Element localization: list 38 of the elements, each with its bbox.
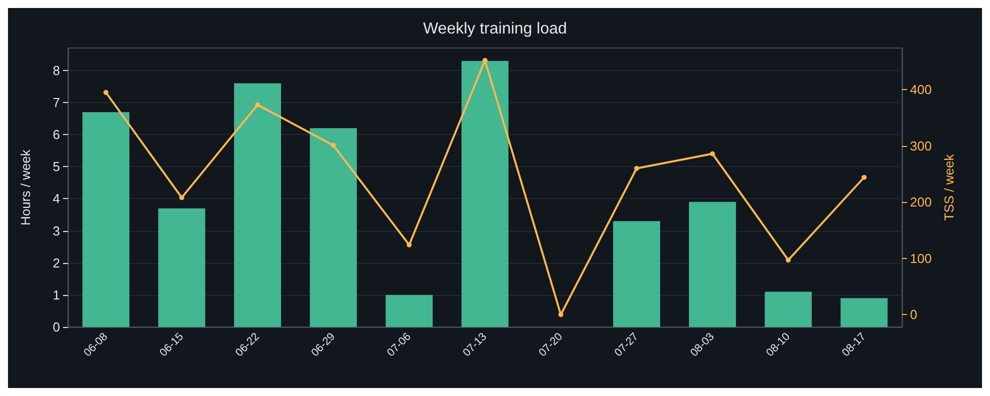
- bar: [613, 221, 660, 327]
- point: [406, 242, 412, 248]
- y-tick-label: 1: [52, 287, 60, 302]
- bar: [82, 112, 130, 327]
- y2-axis-title: TSS / week: [942, 154, 957, 221]
- chart-title: Weekly training load: [423, 20, 567, 38]
- point: [558, 312, 564, 318]
- bar: [234, 83, 282, 327]
- point: [862, 174, 867, 180]
- bar: [310, 128, 357, 327]
- bar: [386, 294, 433, 327]
- y2-tick-label: 400: [910, 82, 932, 98]
- point: [103, 90, 108, 95]
- bar: [840, 298, 888, 327]
- y-tick-label: 7: [52, 95, 60, 110]
- y2-tick-label: 100: [910, 250, 932, 266]
- y-tick-label: 3: [52, 223, 60, 238]
- y2-tick-label: 300: [910, 138, 932, 154]
- y2-tick-label: 0: [910, 307, 918, 322]
- point: [179, 195, 184, 200]
- bar: [688, 202, 736, 327]
- point: [255, 102, 260, 108]
- point: [710, 151, 715, 156]
- y-tick-label: 0: [52, 320, 60, 334]
- y-tick-label: 8: [52, 62, 60, 78]
- bar: [764, 292, 812, 327]
- point: [330, 142, 336, 148]
- y-tick-label: 2: [52, 255, 60, 270]
- y-tick-label: 5: [52, 159, 60, 174]
- point: [786, 258, 791, 263]
- point: [634, 166, 640, 171]
- y-tick-label: 6: [52, 127, 60, 142]
- y2-tick-label: 200: [910, 194, 932, 210]
- bar: [158, 208, 206, 327]
- y-axis-title: Hours / week: [18, 149, 33, 226]
- bar: [461, 60, 509, 327]
- point: [482, 58, 488, 63]
- y-tick-label: 4: [52, 191, 60, 206]
